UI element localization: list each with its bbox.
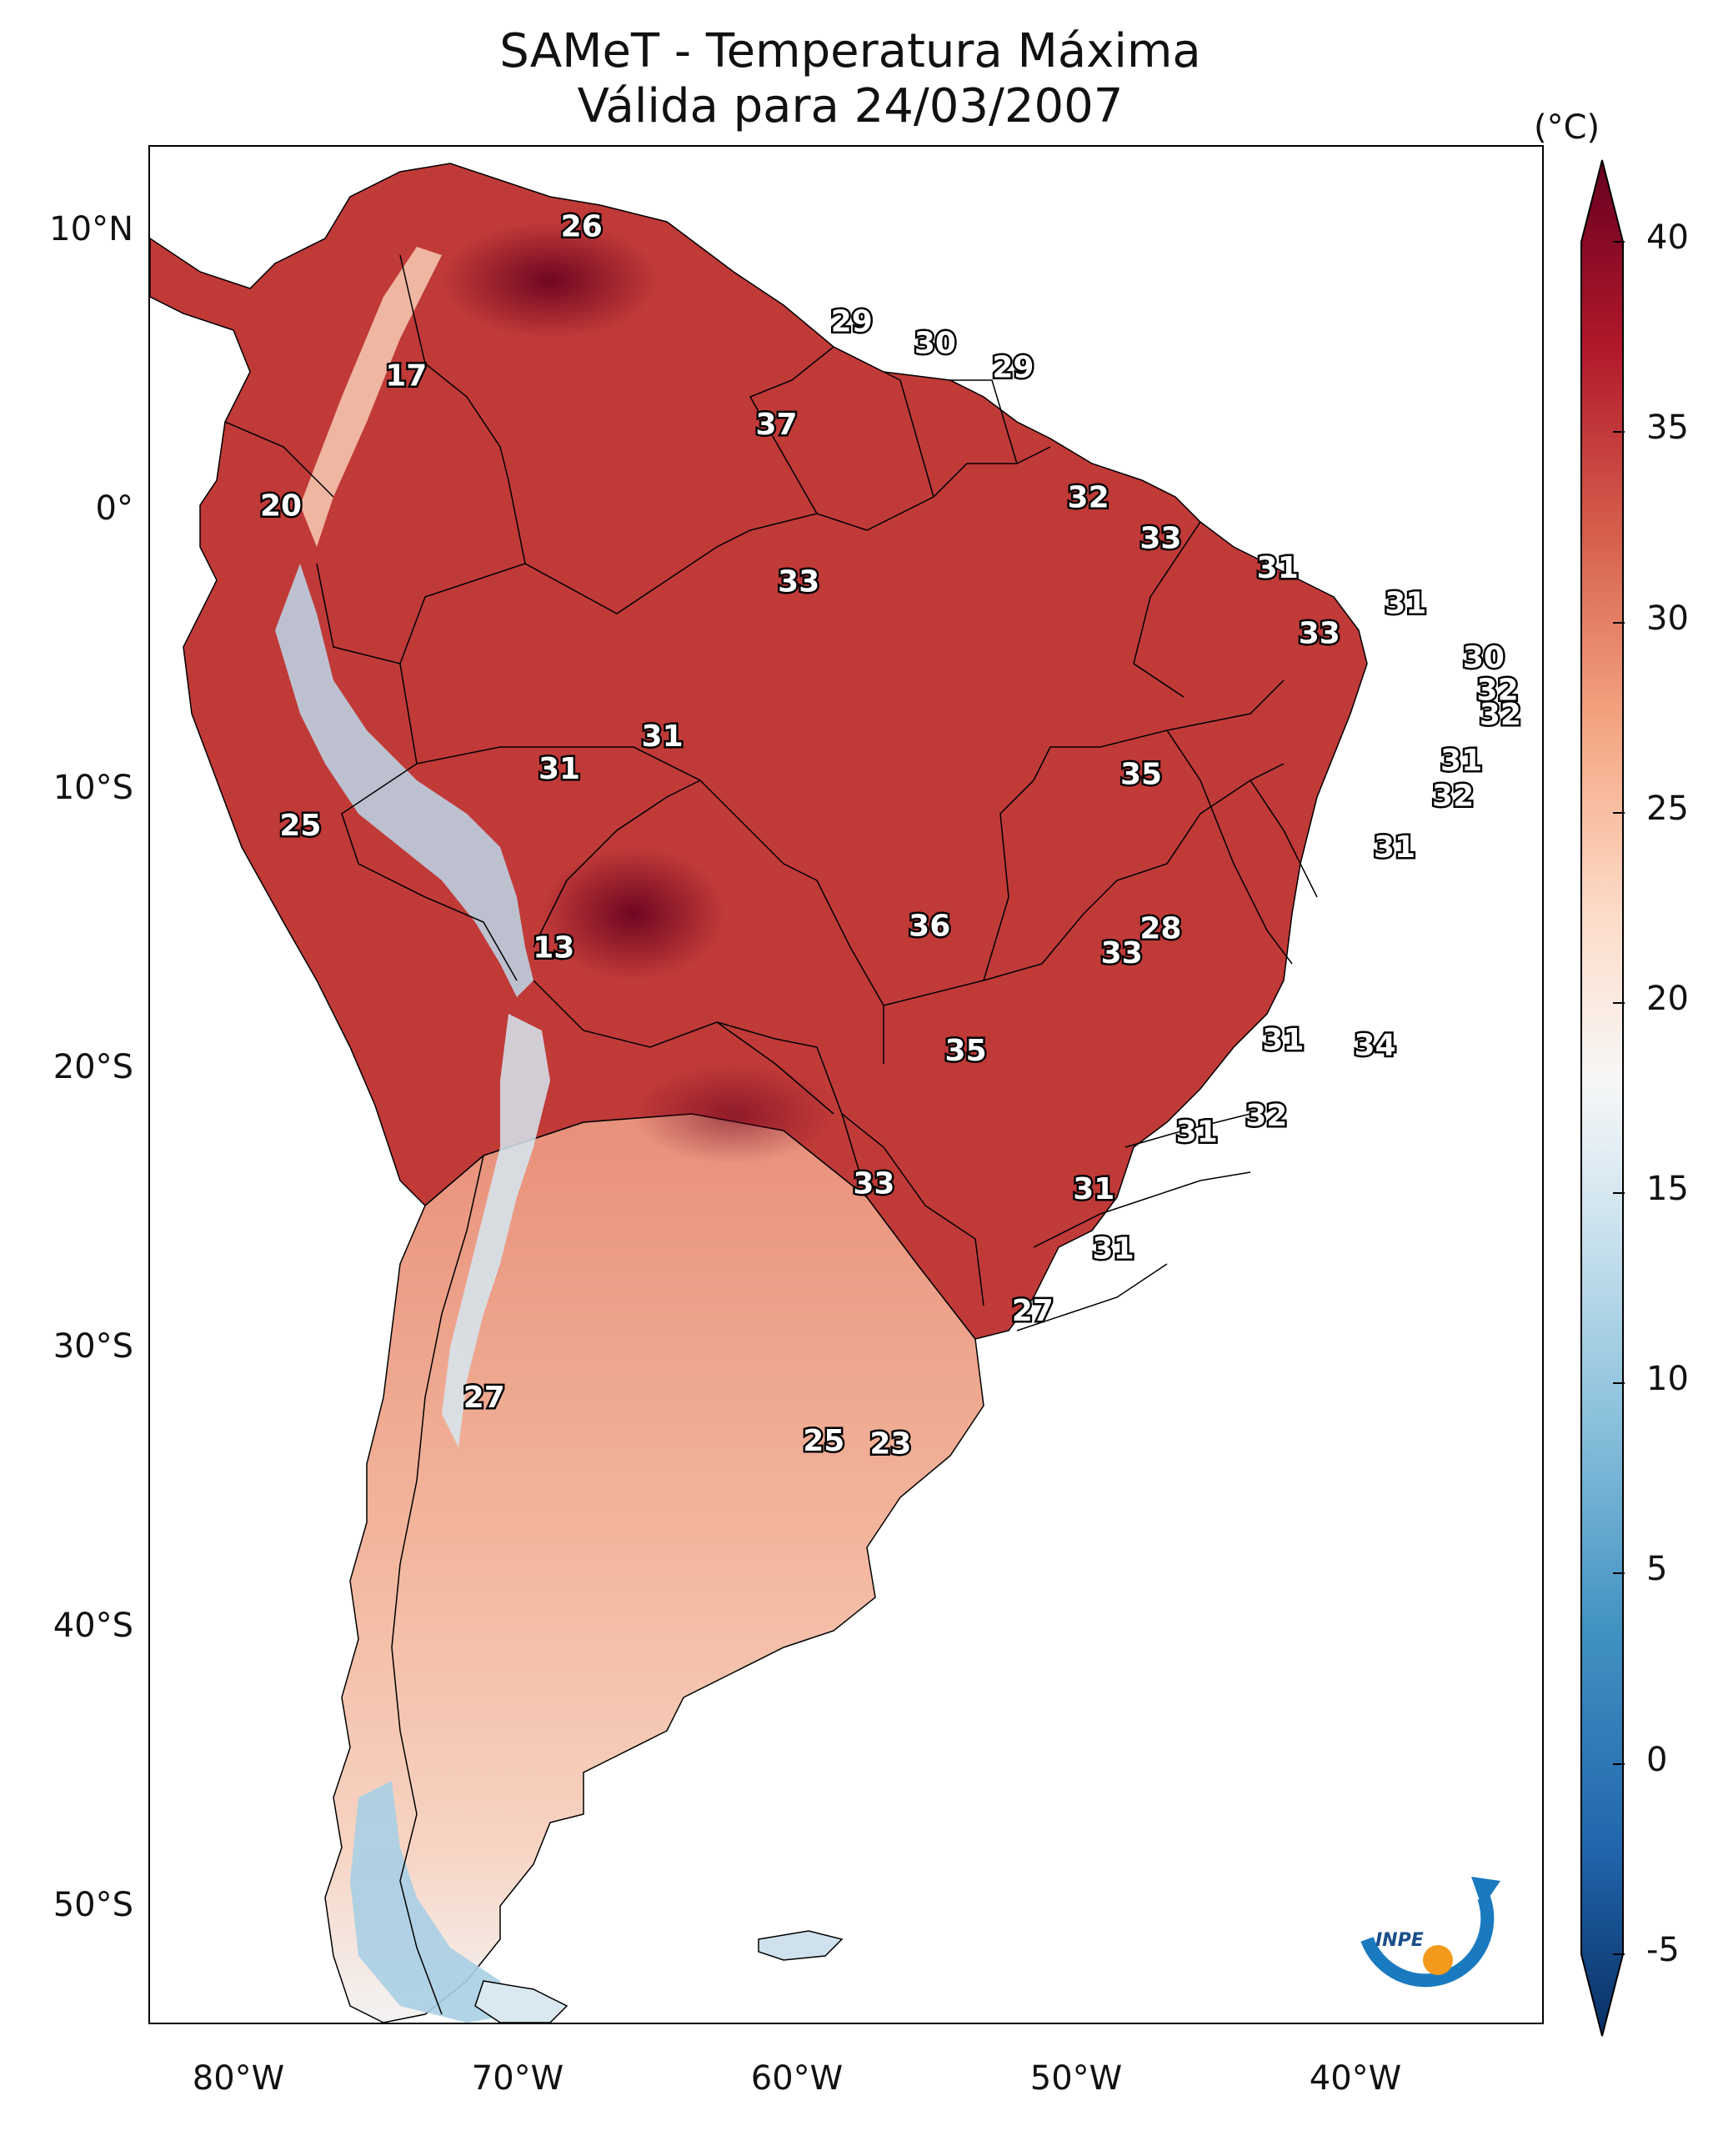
map-value-label: 31 xyxy=(1093,1231,1134,1266)
lon-label-50w: 50°W xyxy=(1029,2059,1123,2098)
map-value-label: 32 xyxy=(1068,481,1109,515)
map-value-label: 34 xyxy=(1355,1029,1396,1063)
map-value-label: 31 xyxy=(1385,587,1426,621)
lon-label-60w: 60°W xyxy=(750,2059,844,2098)
inpe-logo-dot-icon xyxy=(1423,1945,1453,1975)
map-value-label: 25 xyxy=(803,1424,844,1458)
map-value-label: 32 xyxy=(1480,698,1521,732)
lat-label-50s: 50°S xyxy=(53,1886,133,1924)
map-value-label: 27 xyxy=(463,1381,505,1415)
map-value-label: 13 xyxy=(533,930,574,965)
map-title: SAMeT - Temperatura Máxima xyxy=(499,24,1201,78)
lon-label-40w: 40°W xyxy=(1309,2059,1402,2098)
map-value-label: 33 xyxy=(778,565,819,599)
colorbar-label-10: 10 xyxy=(1646,1360,1689,1398)
map-value-label: 35 xyxy=(1120,757,1162,791)
map-value-label: 30 xyxy=(914,326,956,360)
map-value-label: 32 xyxy=(1245,1099,1287,1133)
lon-label-70w: 70°W xyxy=(471,2059,564,2098)
map-value-label: 17 xyxy=(385,358,427,393)
lon-label-80w: 80°W xyxy=(192,2059,285,2098)
inpe-logo-arrow-icon xyxy=(1471,1877,1500,1908)
map-value-label: 31 xyxy=(1262,1023,1304,1057)
continent-north xyxy=(150,163,1368,1340)
hotspot-paraguay xyxy=(634,1064,834,1164)
falkland-islands xyxy=(758,1930,844,1961)
colorbar-gradient xyxy=(1580,159,1624,2037)
inpe-logo: INPE xyxy=(1360,1877,1500,1988)
map-area: 26 17 29 30 29 37 20 32 33 31 33 31 33 30 32 32 31 31 31 35… xyxy=(148,145,1544,2024)
continent-south xyxy=(324,1113,984,2023)
andes-band xyxy=(275,564,533,997)
lat-label-0: 0° xyxy=(95,489,133,528)
map-value-label: 27 xyxy=(1012,1294,1054,1328)
map-value-label: 20 xyxy=(260,489,302,523)
map-value-label: 31 xyxy=(1440,744,1482,778)
patagonia-ice xyxy=(350,1781,517,2023)
colorbar-unit: (°C) xyxy=(1534,108,1600,147)
lat-label-30s: 30°S xyxy=(53,1327,133,1366)
map-value-label: 31 xyxy=(1073,1172,1114,1206)
map-subtitle: Válida para 24/03/2007 xyxy=(577,79,1124,133)
map-value-label: 32 xyxy=(1477,674,1519,708)
map-value-label: 31 xyxy=(1374,830,1415,865)
map-value-label: 33 xyxy=(853,1166,894,1201)
map-value-label: 33 xyxy=(1101,936,1143,970)
map-value-label: 37 xyxy=(755,408,797,442)
hotspot-bolivia xyxy=(542,847,725,980)
map-value-label: 36 xyxy=(909,909,950,943)
map-value-label: 29 xyxy=(992,351,1034,385)
map-value-label: 26 xyxy=(561,210,603,244)
colorbar-label-0: 0 xyxy=(1646,1741,1668,1779)
map-value-label: 25 xyxy=(279,809,321,843)
map-value-label: 33 xyxy=(1299,616,1340,650)
inpe-logo-text: INPE xyxy=(1375,1930,1424,1951)
hotspot-venezuela xyxy=(442,222,659,338)
colombia-andes xyxy=(300,247,442,547)
map-value-label: 28 xyxy=(1139,912,1181,946)
map-value-label: 35 xyxy=(945,1034,987,1068)
map-value-label: 33 xyxy=(1139,522,1181,556)
map-value-label: 30 xyxy=(1463,641,1505,675)
colorbar-label-35: 35 xyxy=(1646,409,1689,447)
colorbar-label-30: 30 xyxy=(1646,599,1689,638)
colorbar xyxy=(1580,159,1625,2037)
map-value-label: 23 xyxy=(869,1426,911,1461)
country-borders xyxy=(224,254,1318,2015)
lat-label-10n: 10°N xyxy=(49,210,133,248)
map-value-label: 32 xyxy=(1432,779,1474,813)
inpe-logo-arc-icon xyxy=(1360,1895,1495,1988)
colorbar-label-25: 25 xyxy=(1646,790,1689,828)
map-value-label: 31 xyxy=(642,720,684,754)
map-value-label: 31 xyxy=(1257,551,1299,585)
colorbar-label-5: 5 xyxy=(1646,1550,1668,1588)
lat-label-10s: 10°S xyxy=(53,769,133,807)
map-value-label: 31 xyxy=(538,752,580,786)
lat-label-20s: 20°S xyxy=(53,1048,133,1086)
map-value-label: 31 xyxy=(1176,1116,1218,1150)
andes-band-south xyxy=(442,1014,550,1447)
tierra-del-fuego xyxy=(474,1980,568,2023)
colorbar-label-m5: -5 xyxy=(1646,1931,1680,1969)
lat-label-40s: 40°S xyxy=(53,1607,133,1645)
colorbar-label-40: 40 xyxy=(1646,218,1689,257)
map-value-label: 29 xyxy=(831,304,873,338)
colorbar-label-15: 15 xyxy=(1646,1170,1689,1208)
colorbar-label-20: 20 xyxy=(1646,980,1689,1018)
